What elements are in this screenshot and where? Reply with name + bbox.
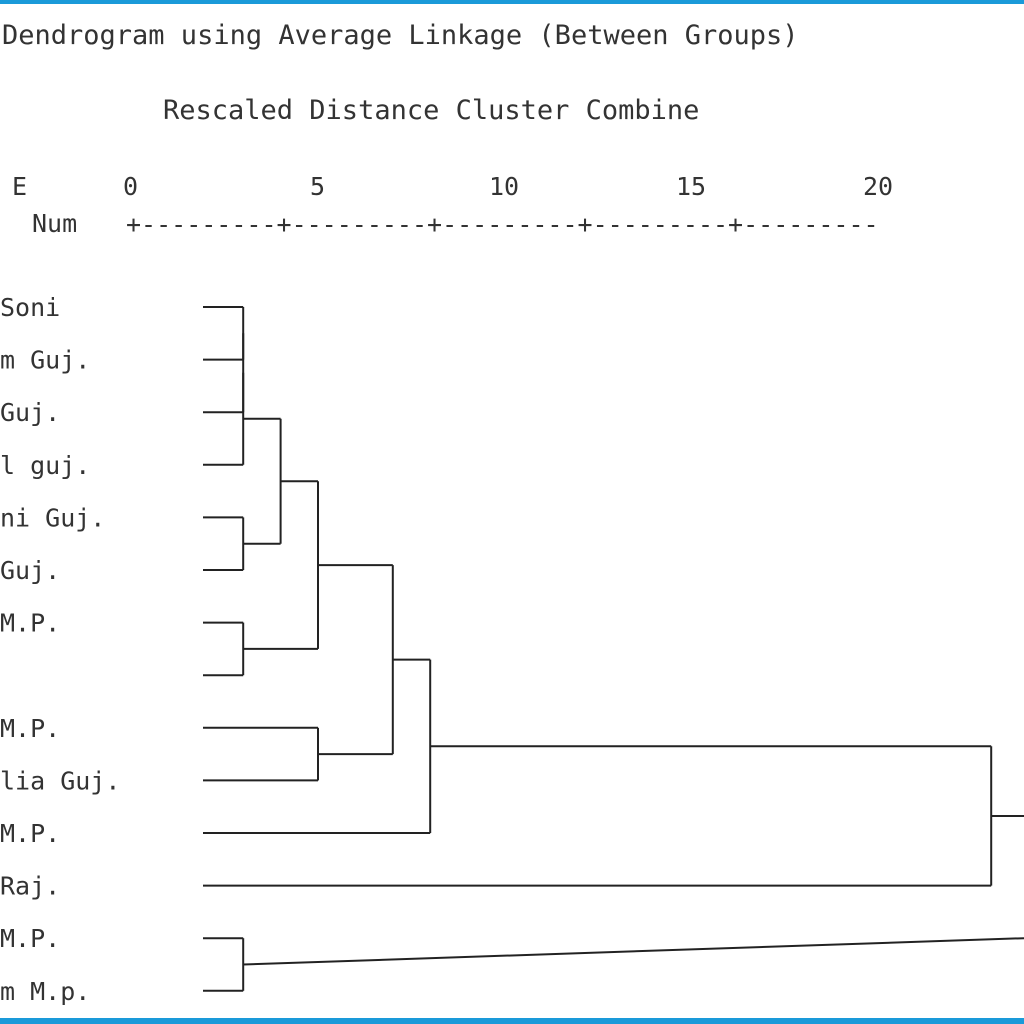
dendrogram-links xyxy=(203,306,1024,992)
scale-tick-label: 10 xyxy=(489,172,519,201)
scale-tick-label: 20 xyxy=(863,172,893,201)
dendrogram-subtitle: Rescaled Distance Cluster Combine xyxy=(163,95,699,126)
scale-ticks: 0 5 10 15 20 xyxy=(123,172,893,201)
leaf-label: M.P. xyxy=(0,609,60,638)
leaf-label: l guj. xyxy=(0,451,90,480)
leaf-label: Soni xyxy=(0,293,60,322)
leaf-label: m M.p. xyxy=(0,977,90,1006)
leaf-label: M.P. xyxy=(0,819,60,848)
leaf-label: ni Guj. xyxy=(0,503,105,532)
header-col2: Num xyxy=(32,209,77,238)
dendrogram-root-branch xyxy=(243,937,1024,966)
header-col1: E xyxy=(12,172,27,201)
scale-rule: +---------+---------+---------+---------… xyxy=(126,210,879,239)
dendrogram-title: Dendrogram using Average Linkage (Betwee… xyxy=(2,20,799,51)
leaf-label: Guj. xyxy=(0,398,60,427)
leaf-label: M.P. xyxy=(0,714,60,743)
scale-tick-label: 5 xyxy=(310,172,325,201)
scale-tick-label: 15 xyxy=(676,172,706,201)
leaf-label: M.P. xyxy=(0,924,60,953)
leaf-label: Guj. xyxy=(0,556,60,585)
scale-tick-label: 0 xyxy=(123,172,138,201)
leaf-labels: Soni m Guj. Guj. l guj. ni Guj. Guj. M.P. M.P. l… xyxy=(0,293,120,1006)
leaf-label: m Guj. xyxy=(0,346,90,375)
leaf-label: Raj. xyxy=(0,872,60,901)
leaf-label: lia Guj. xyxy=(0,766,120,795)
